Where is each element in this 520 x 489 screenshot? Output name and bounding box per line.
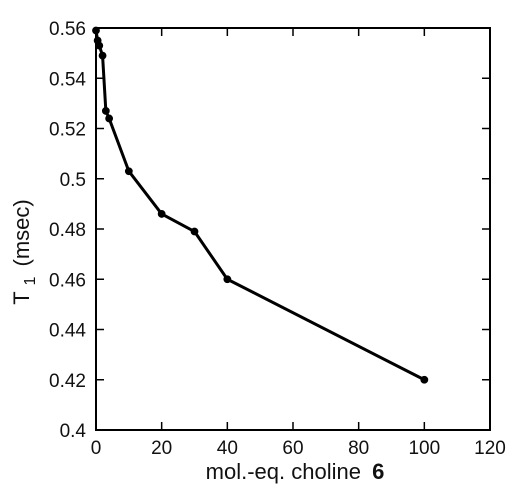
data-point-0: [92, 26, 100, 35]
y-tick-label-7: 0.54: [49, 69, 86, 90]
data-point-10: [420, 375, 429, 384]
y-axis-title-unit: (msec): [9, 199, 34, 266]
data-point-3: [98, 51, 107, 60]
x-tick-label-2: 40: [217, 438, 238, 459]
x-tick-label-5: 100: [408, 438, 440, 459]
y-tick-label-6: 0.52: [49, 120, 86, 141]
x-tick-label-6: 120: [474, 438, 506, 459]
plot-frame: [95, 27, 491, 431]
data-point-4: [101, 107, 110, 115]
series-line: [94, 29, 426, 382]
y-tick-label-3: 0.46: [49, 270, 86, 291]
y-tick-label-0: 0.4: [60, 421, 87, 442]
data-point-7: [157, 210, 166, 218]
y-tick-label-4: 0.48: [49, 220, 86, 241]
y-axis-title-subscript: 1: [22, 277, 39, 286]
x-tick-label-0: 0: [91, 438, 102, 459]
x-tick-label-4: 80: [348, 438, 369, 459]
data-point-5: [105, 114, 114, 123]
y-tick-label-8: 0.56: [49, 19, 86, 40]
y-axis-title-main: T: [9, 292, 34, 305]
x-axis-title: mol.-eq. choline 6: [206, 459, 385, 484]
x-axis-title-text: mol.-eq. choline: [206, 459, 361, 484]
data-point-2: [95, 41, 104, 50]
y-axis-title: T 1 (msec): [9, 199, 40, 304]
data-point-6: [124, 167, 133, 176]
x-tick-label-1: 20: [151, 438, 172, 459]
y-tick-label-5: 0.5: [60, 170, 86, 191]
x-axis-title-compound-number: 6: [372, 459, 384, 484]
data-point-9: [223, 275, 232, 284]
y-tick-label-2: 0.44: [49, 321, 86, 342]
y-tick-label-1: 0.42: [49, 371, 86, 392]
data-point-8: [190, 227, 199, 236]
x-tick-label-3: 60: [282, 438, 303, 459]
